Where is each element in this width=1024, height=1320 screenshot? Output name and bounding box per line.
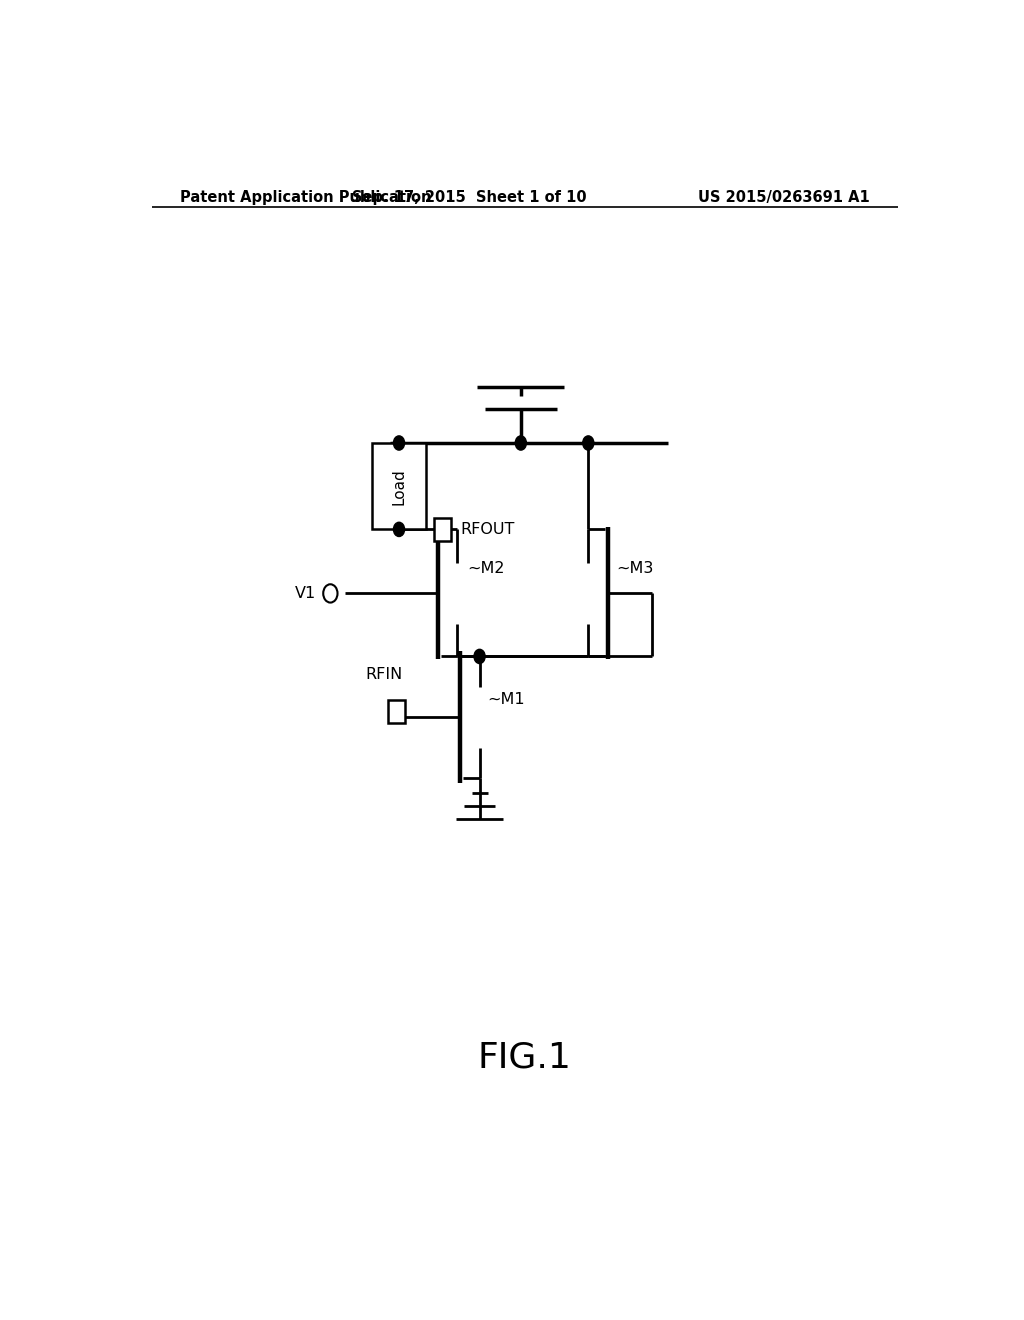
Text: Patent Application Publication: Patent Application Publication: [179, 190, 431, 205]
Circle shape: [515, 436, 526, 450]
Text: ~M1: ~M1: [487, 692, 525, 706]
Text: RFIN: RFIN: [365, 667, 402, 682]
Circle shape: [474, 649, 485, 664]
Text: FIG.1: FIG.1: [478, 1041, 571, 1074]
Bar: [387, 700, 404, 722]
Circle shape: [393, 523, 404, 536]
Text: ~M2: ~M2: [467, 561, 505, 576]
Text: Load: Load: [391, 467, 407, 504]
Circle shape: [583, 436, 594, 450]
Text: V1: V1: [295, 586, 316, 601]
Text: RFOUT: RFOUT: [461, 521, 515, 537]
Bar: [433, 519, 451, 541]
Bar: [373, 444, 426, 529]
Text: Sep. 17, 2015  Sheet 1 of 10: Sep. 17, 2015 Sheet 1 of 10: [352, 190, 587, 205]
Circle shape: [393, 436, 404, 450]
Text: ~M3: ~M3: [616, 561, 653, 576]
Text: US 2015/0263691 A1: US 2015/0263691 A1: [698, 190, 870, 205]
